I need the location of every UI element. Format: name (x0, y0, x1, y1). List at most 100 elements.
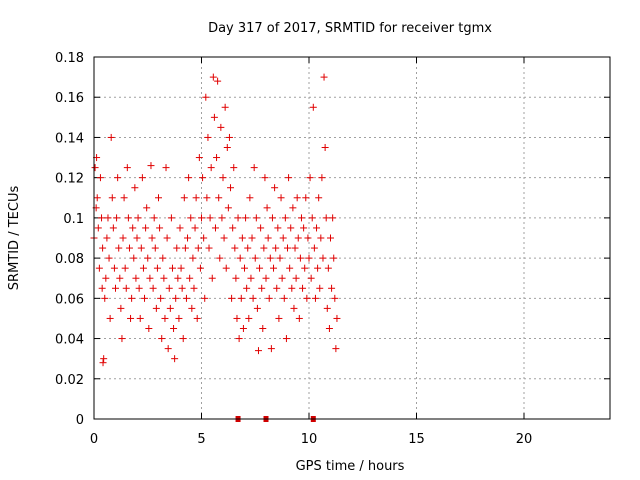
data-point (237, 294, 245, 302)
data-point (189, 254, 197, 262)
data-point (204, 133, 212, 141)
data-point (256, 264, 264, 272)
data-point (171, 355, 179, 363)
grid (94, 57, 610, 419)
data-point (173, 244, 181, 252)
data-point (127, 314, 135, 322)
data-point (112, 284, 119, 292)
data-point (245, 314, 253, 322)
data-point (148, 234, 156, 242)
data-point (129, 224, 137, 232)
data-point (177, 264, 185, 272)
data-point (244, 244, 252, 252)
data-point (201, 294, 209, 302)
data-point (116, 274, 124, 282)
data-point (176, 224, 184, 232)
data-point (101, 294, 109, 302)
data-point (228, 294, 236, 302)
data-point (196, 264, 204, 272)
data-point (267, 345, 275, 353)
data-point (153, 264, 161, 272)
data-point (318, 174, 326, 182)
data-point (184, 234, 192, 242)
data-point (141, 294, 149, 302)
data-point (276, 254, 284, 262)
data-point (202, 93, 210, 101)
data-point (288, 284, 296, 292)
data-point (186, 274, 194, 282)
data-point (309, 103, 317, 111)
data-point (282, 335, 290, 343)
data-point (219, 174, 227, 182)
data-point (168, 264, 176, 272)
data-point (187, 214, 195, 222)
data-point (235, 335, 243, 343)
data-point (143, 204, 151, 212)
data-point (292, 274, 300, 282)
data-point (185, 174, 193, 182)
data-point (213, 154, 221, 162)
data-point (330, 254, 338, 262)
x-tick-label: 15 (408, 432, 425, 447)
data-point (261, 174, 269, 182)
data-point (268, 214, 276, 222)
data-point (224, 204, 232, 212)
data-point (294, 234, 302, 242)
data-point (331, 294, 339, 302)
data-point (100, 355, 108, 363)
data-point (102, 274, 110, 282)
data-point (161, 314, 169, 322)
data-point (149, 284, 157, 292)
data-point (289, 204, 297, 212)
y-tick-label: 0.08 (55, 252, 84, 267)
data-point (103, 234, 111, 242)
data-point (179, 335, 187, 343)
data-point (142, 224, 150, 232)
data-point (174, 274, 182, 282)
data-point (317, 234, 325, 242)
data-point (297, 214, 305, 222)
data-point (234, 214, 242, 222)
data-point (130, 254, 138, 262)
data-point (310, 244, 318, 252)
data-point (150, 214, 158, 222)
data-point (296, 254, 304, 262)
data-point (232, 274, 240, 282)
data-point (195, 154, 203, 162)
data-point (145, 325, 153, 332)
data-point (106, 314, 114, 322)
data-point (131, 184, 139, 192)
data-point (287, 224, 295, 232)
data-point (222, 264, 230, 272)
data-point (119, 234, 127, 242)
data-point (194, 244, 202, 252)
data-point (264, 234, 272, 242)
data-point (94, 224, 102, 232)
data-point (128, 294, 136, 302)
data-point (217, 123, 225, 131)
data-point (205, 244, 213, 252)
data-point (134, 214, 142, 222)
data-point (178, 284, 186, 292)
data-point (236, 254, 244, 262)
x-axis-label: GPS time / hours (296, 459, 405, 474)
data-point (301, 264, 309, 272)
data-point (270, 264, 278, 272)
y-tick-label: 0.02 (55, 373, 84, 388)
data-point (218, 214, 226, 222)
data-point (132, 274, 140, 282)
data-point (147, 162, 155, 170)
data-point (175, 314, 183, 322)
data-point (215, 194, 223, 202)
y-tick-label: 0.1 (63, 212, 84, 227)
data-point (262, 274, 270, 282)
data-point (138, 174, 146, 182)
data-point (191, 224, 199, 232)
data-point (299, 284, 307, 292)
data-point (110, 264, 118, 272)
data-point (203, 194, 211, 202)
y-tick-label: 0.16 (55, 91, 84, 106)
data-point (239, 325, 247, 332)
data-point (158, 335, 166, 343)
data-point (98, 214, 106, 222)
